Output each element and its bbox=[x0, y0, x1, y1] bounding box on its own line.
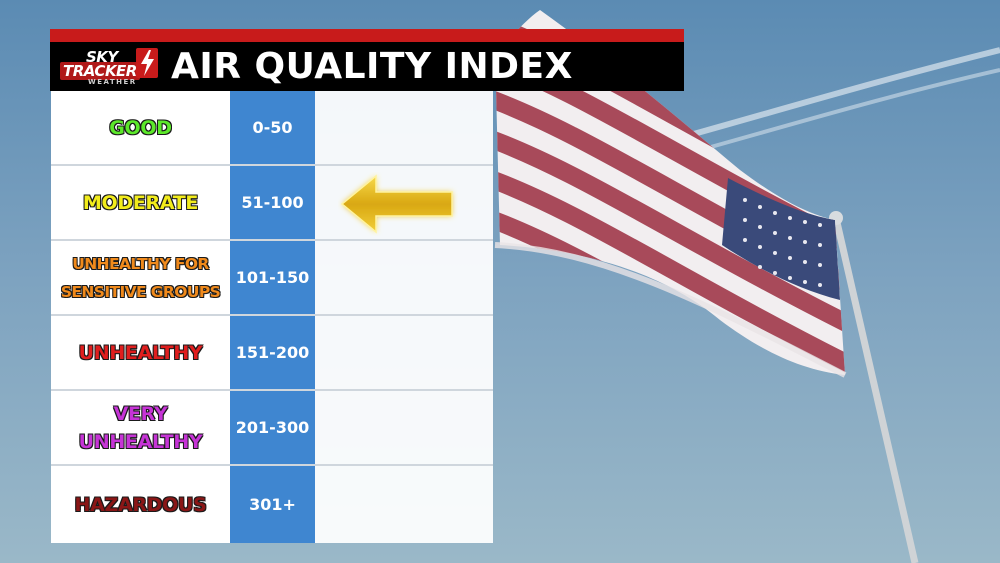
aqi-level-label: HAZARDOUS bbox=[51, 466, 230, 543]
aqi-row-unhealthy-sensitive: UNHEALTHY FOR SENSITIVE GROUPS 101-150 bbox=[51, 241, 493, 316]
aqi-range-value: 51-100 bbox=[241, 193, 304, 212]
aqi-row-good: GOOD 0-50 bbox=[51, 91, 493, 166]
sky-tracker-logo: SKY TRACKER WEATHER bbox=[58, 48, 160, 86]
aqi-level-label: VERY UNHEALTHY bbox=[51, 391, 230, 464]
arrow-left-icon bbox=[340, 174, 453, 234]
aqi-level-name: GOOD bbox=[109, 116, 172, 139]
aqi-range-value: 201-300 bbox=[235, 418, 310, 437]
aqi-range-value: 0-50 bbox=[252, 118, 293, 137]
page-title: AIR QUALITY INDEX bbox=[171, 46, 573, 87]
aqi-empty-cell bbox=[315, 466, 493, 543]
aqi-level-label: UNHEALTHY FOR SENSITIVE GROUPS bbox=[51, 241, 230, 314]
aqi-empty-cell bbox=[315, 391, 493, 464]
aqi-level-label: UNHEALTHY bbox=[51, 316, 230, 389]
lightning-bolt-icon bbox=[136, 48, 158, 78]
aqi-row-very-unhealthy: VERY UNHEALTHY 201-300 bbox=[51, 391, 493, 466]
aqi-range-cell: 201-300 bbox=[230, 391, 315, 464]
aqi-level-name-line1: UNHEALTHY FOR bbox=[72, 254, 209, 273]
logo-sky-text: SKY bbox=[86, 48, 118, 66]
aqi-row-unhealthy: UNHEALTHY 151-200 bbox=[51, 316, 493, 391]
aqi-empty-cell bbox=[315, 241, 493, 314]
aqi-level-label: MODERATE bbox=[51, 166, 230, 239]
aqi-level-name: HAZARDOUS bbox=[74, 493, 207, 516]
aqi-level-name: MODERATE bbox=[82, 191, 199, 214]
aqi-level-name: UNHEALTHY bbox=[78, 341, 203, 364]
aqi-range-cell: 0-50 bbox=[230, 91, 315, 164]
aqi-empty-cell bbox=[315, 91, 493, 164]
aqi-range-cell: 51-100 bbox=[230, 166, 315, 239]
logo-weather-text: WEATHER bbox=[88, 78, 137, 86]
aqi-level-name-line2: UNHEALTHY bbox=[78, 430, 203, 453]
aqi-row-hazardous: HAZARDOUS 301+ bbox=[51, 466, 493, 543]
aqi-range-cell: 301+ bbox=[230, 466, 315, 543]
aqi-range-value: 151-200 bbox=[235, 343, 310, 362]
header-accent-stripe bbox=[50, 29, 684, 42]
aqi-range-value: 301+ bbox=[249, 495, 296, 514]
aqi-level-name-line1: VERY bbox=[113, 402, 168, 425]
logo-tracker-text: TRACKER bbox=[60, 62, 140, 80]
aqi-range-value: 101-150 bbox=[235, 268, 310, 287]
aqi-range-cell: 101-150 bbox=[230, 241, 315, 314]
aqi-range-cell: 151-200 bbox=[230, 316, 315, 389]
aqi-table: GOOD 0-50 MODERATE 51-100 UNHEALTHY FOR … bbox=[51, 91, 493, 543]
aqi-empty-cell bbox=[315, 316, 493, 389]
aqi-level-label: GOOD bbox=[51, 91, 230, 164]
aqi-level-name-line2: SENSITIVE GROUPS bbox=[60, 282, 221, 301]
